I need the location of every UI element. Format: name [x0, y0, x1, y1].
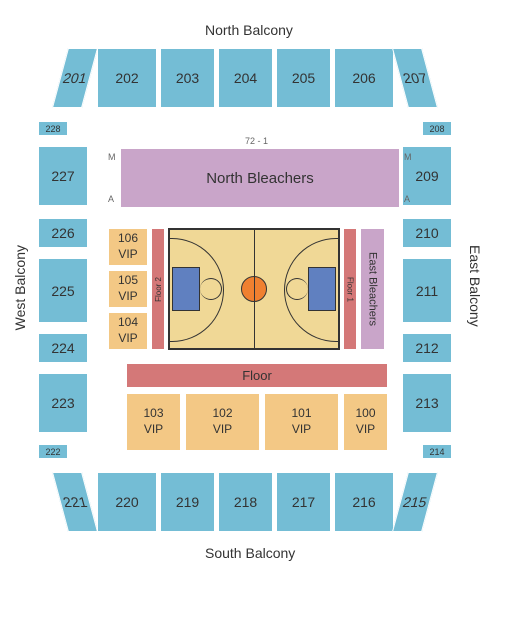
section-215[interactable]: 215 [392, 472, 438, 532]
section-222[interactable]: 222 [38, 444, 68, 459]
section-214[interactable]: 214 [422, 444, 452, 459]
section-216[interactable]: 216 [334, 472, 394, 532]
section-228[interactable]: 228 [38, 121, 68, 136]
north-balcony-label: North Balcony [205, 22, 293, 38]
section-225[interactable]: 225 [38, 258, 88, 323]
floor-2[interactable]: Floor 2 [151, 228, 165, 350]
floor-section[interactable]: Floor [126, 363, 388, 388]
section-101[interactable]: 101VIP [264, 393, 339, 451]
floor-1[interactable]: Floor 1 [343, 228, 357, 350]
section-105[interactable]: 105VIP [108, 270, 148, 308]
section-224[interactable]: 224 [38, 333, 88, 363]
section-205[interactable]: 205 [276, 48, 331, 108]
section-212[interactable]: 212 [402, 333, 452, 363]
row-label: A [404, 194, 410, 204]
east-bleachers[interactable]: East Bleachers [360, 228, 385, 350]
row-label: M [404, 152, 412, 162]
row-label: A [108, 194, 114, 204]
section-201[interactable]: 201 [52, 48, 98, 108]
east-balcony-label: East Balcony [467, 245, 483, 327]
section-218[interactable]: 218 [218, 472, 273, 532]
section-210[interactable]: 210 [402, 218, 452, 248]
section-208[interactable]: 208 [422, 121, 452, 136]
range-label: 72 - 1 [245, 136, 268, 146]
row-label: M [108, 152, 116, 162]
section-226[interactable]: 226 [38, 218, 88, 248]
west-balcony-label: West Balcony [12, 245, 28, 330]
section-102[interactable]: 102VIP [185, 393, 260, 451]
section-103[interactable]: 103VIP [126, 393, 181, 451]
south-balcony-label: South Balcony [205, 545, 295, 561]
section-202[interactable]: 202 [97, 48, 157, 108]
section-223[interactable]: 223 [38, 373, 88, 433]
section-211[interactable]: 211 [402, 258, 452, 323]
basketball-court [168, 228, 340, 350]
section-217[interactable]: 217 [276, 472, 331, 532]
north-bleachers[interactable]: North Bleachers [120, 148, 400, 208]
section-213[interactable]: 213 [402, 373, 452, 433]
section-100[interactable]: 100VIP [343, 393, 388, 451]
section-106[interactable]: 106VIP [108, 228, 148, 266]
section-221[interactable]: 221 [52, 472, 98, 532]
section-104[interactable]: 104VIP [108, 312, 148, 350]
section-203[interactable]: 203 [160, 48, 215, 108]
section-227[interactable]: 227 [38, 146, 88, 206]
section-219[interactable]: 219 [160, 472, 215, 532]
section-220[interactable]: 220 [97, 472, 157, 532]
section-207[interactable]: 207 [392, 48, 438, 108]
section-206[interactable]: 206 [334, 48, 394, 108]
section-204[interactable]: 204 [218, 48, 273, 108]
